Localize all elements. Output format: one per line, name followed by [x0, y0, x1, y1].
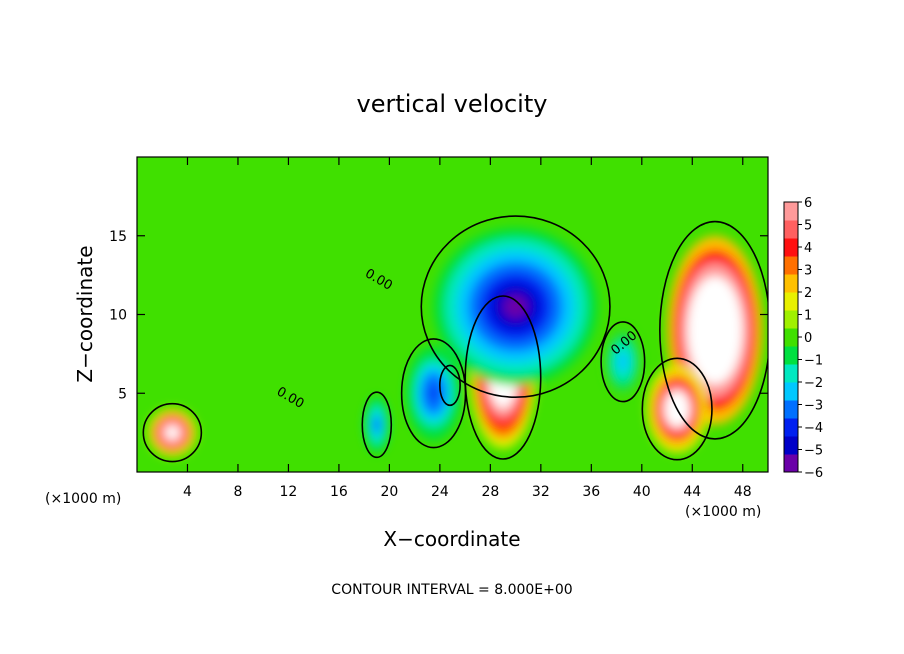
x-tick-label: 8	[233, 484, 242, 500]
contour-line	[361, 391, 393, 459]
colorbar-swatch	[784, 400, 798, 419]
x-tick-label: 44	[683, 484, 701, 500]
colorbar-swatch	[784, 454, 798, 473]
x-unit-left: (×1000 m)	[45, 491, 121, 507]
colorbar-tick-label: 2	[804, 286, 812, 301]
y-tick-label: 10	[109, 308, 127, 324]
downdraft-cell	[433, 227, 598, 386]
colorbar-ticks: 6 5 4 3 2 1 0 −1 −2 −3 −4 −5 −6	[798, 196, 823, 481]
x-axis-title: X−coordinate	[383, 527, 520, 551]
y-tick-label: 15	[109, 229, 127, 245]
x-tick-label: 4	[183, 484, 192, 500]
colorbar-swatch	[784, 220, 798, 239]
x-unit-right: (×1000 m)	[685, 504, 761, 520]
colorbar-swatch	[784, 202, 798, 221]
colorbar-swatch	[784, 310, 798, 329]
heatmap-level	[168, 429, 176, 437]
colorbar	[783, 201, 799, 473]
contour-line	[600, 321, 646, 403]
contour-line	[142, 402, 203, 463]
x-tick-label: 20	[380, 484, 398, 500]
colorbar-swatch	[784, 346, 798, 365]
heatmap-level	[374, 420, 379, 429]
chart-title: vertical velocity	[357, 90, 548, 118]
colorbar-tick-label: 5	[804, 219, 812, 234]
colorbar-swatch	[784, 274, 798, 293]
colorbar-tick-label: −6	[804, 466, 823, 481]
colorbar-swatch	[784, 364, 798, 383]
contour-line	[400, 338, 467, 449]
heatmap-level	[620, 356, 626, 367]
colorbar-tick-label: −1	[804, 354, 823, 369]
colorbar-swatch	[784, 382, 798, 401]
heatmap-level	[708, 316, 722, 344]
x-tick-label: 24	[431, 484, 449, 500]
colorbar-tick-label: −3	[804, 399, 823, 414]
colorbar-swatch	[784, 418, 798, 437]
y-axis-title: Z−coordinate	[73, 245, 97, 382]
colorbar-tick-label: −4	[804, 421, 823, 436]
colorbar-swatch	[784, 436, 798, 455]
colorbar-tick-label: 1	[804, 309, 812, 324]
x-tick-label: 40	[633, 484, 651, 500]
x-tick-label: 36	[582, 484, 600, 500]
zero-contour-lines	[142, 215, 768, 463]
x-tick-label: 28	[481, 484, 499, 500]
contour-line	[420, 215, 611, 398]
colorbar-swatch	[784, 292, 798, 311]
downdraft-cell	[364, 396, 390, 454]
colorbar-tick-label: 0	[804, 331, 812, 346]
colorbar-swatch	[784, 256, 798, 275]
contour-interval-note: CONTOUR INTERVAL = 8.000E+00	[331, 582, 572, 598]
contour-line	[659, 220, 768, 440]
colorbar-tick-label: −2	[804, 376, 823, 391]
heatmap-level	[503, 295, 528, 318]
contour-line	[464, 295, 542, 460]
heatmap-level	[429, 386, 438, 400]
colorbar-tick-label: 6	[804, 196, 812, 211]
contour-line	[641, 357, 713, 461]
downdraft-cell	[603, 327, 642, 397]
x-tick-label: 12	[280, 484, 298, 500]
colorbar-swatch	[784, 328, 798, 347]
x-tick-label: 32	[532, 484, 550, 500]
contour-line	[439, 364, 461, 407]
y-axis-ticks: 5 10 15	[109, 229, 768, 402]
heatmap-field	[137, 157, 768, 472]
x-tick-label: 16	[330, 484, 348, 500]
colorbar-tick-label: −5	[804, 444, 823, 459]
x-tick-label: 48	[734, 484, 752, 500]
downdraft-cell	[405, 346, 462, 441]
updraft-cell	[147, 407, 198, 458]
colorbar-swatch	[784, 238, 798, 257]
colorbar-tick-label: 4	[804, 241, 812, 256]
y-tick-label: 5	[118, 386, 127, 402]
x-axis-ticks: 4 8 12 16 20 24 28 32 36 40 44 48	[183, 157, 752, 500]
colorbar-tick-label: 3	[804, 264, 812, 279]
